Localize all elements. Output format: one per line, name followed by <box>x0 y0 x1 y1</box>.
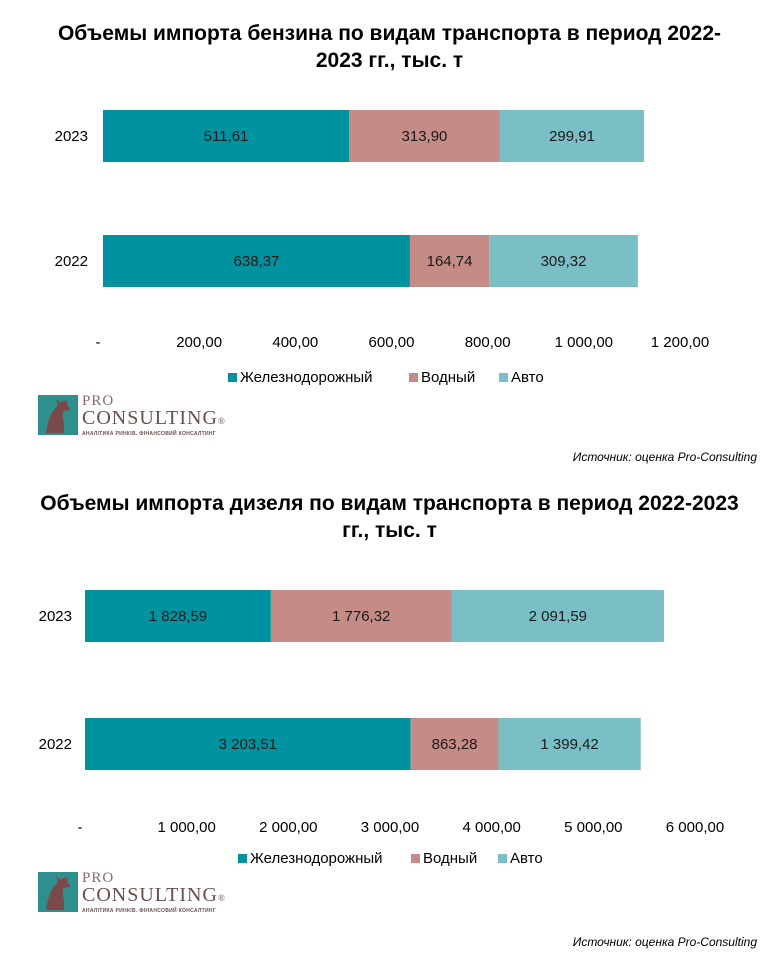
bar-2022-series-1 <box>410 718 499 770</box>
bar-2022-series-2 <box>489 235 638 287</box>
bar-2022-series-0 <box>85 718 411 770</box>
logo-registered-mark: ® <box>217 893 226 903</box>
x-tick-label-1: 1 000,00 <box>157 819 215 836</box>
logo-tagline: АНАЛІТИКА РИНКІВ. ФІНАНСОВИЙ КОНСАЛТИНГ <box>82 431 216 437</box>
x-tick-label-4: 4 000,00 <box>462 819 520 836</box>
legend-swatch-0 <box>228 373 237 382</box>
bar-label-2023-series-0: 1 828,59 <box>149 608 207 625</box>
x-tick-label-5: 5 000,00 <box>564 819 622 836</box>
bar-2022-series-2 <box>498 718 641 770</box>
legend-swatch-2 <box>498 854 507 863</box>
bar-label-2023-series-1: 313,90 <box>402 128 448 145</box>
bar-label-2022-series-2: 1 399,42 <box>540 736 598 753</box>
chart-1-title: Объемы импорта бензина по видам транспор… <box>0 20 779 74</box>
bar-label-2022-series-0: 638,37 <box>234 253 280 270</box>
horse-logo-icon <box>38 872 78 912</box>
legend-swatch-1 <box>409 373 418 382</box>
legend-label-1: Водный <box>421 369 475 386</box>
chart-2-title: Объемы импорта дизеля по видам транспорт… <box>0 490 779 544</box>
bar-2022-series-1 <box>409 235 490 287</box>
bar-2023-series-0 <box>85 590 271 642</box>
pro-consulting-logo: PRO CONSULTING® АНАЛІТИКА РИНКІВ. ФІНАНС… <box>38 393 238 439</box>
chart-1-title-line-2: 2023 гг., тыс. т <box>315 49 464 72</box>
logo-pro-text: PRO <box>82 393 115 409</box>
category-label-2022: 2022 <box>39 736 72 753</box>
category-label-2023: 2023 <box>55 128 88 145</box>
x-tick-label-5: 1 000,00 <box>555 334 613 351</box>
bar-2023-series-1 <box>348 110 500 162</box>
x-tick-label-3: 3 000,00 <box>361 819 419 836</box>
chart-1-title-line-1: Объемы импорта бензина по видам транспор… <box>57 22 722 45</box>
category-label-2022: 2022 <box>55 253 88 270</box>
logo-pro-text: PRO <box>82 870 115 886</box>
bar-label-2022-series-2: 309,32 <box>541 253 587 270</box>
bar-2023-series-0 <box>103 110 349 162</box>
legend-label-1: Водный <box>423 850 477 867</box>
chart-1-source: Источник: оценка Pro-Consulting <box>572 450 757 464</box>
diesel-import-chart: 2023 1 828,59 1 776,32 2 091,59 2022 3 203,51… <box>39 590 724 867</box>
x-tick-label-0: - <box>78 819 83 836</box>
chart-2-title-line-1: Объемы импорта дизеля по видам транспорт… <box>40 492 739 515</box>
logo-consulting-text: CONSULTING® <box>82 407 226 430</box>
x-tick-label-3: 600,00 <box>369 334 415 351</box>
bar-label-2023-series-2: 2 091,59 <box>529 608 587 625</box>
bar-2023-series-1 <box>270 590 452 642</box>
logo-consulting-word: CONSULTING <box>82 884 218 906</box>
logo-consulting-text: CONSULTING® <box>82 884 226 907</box>
legend-label-2: Авто <box>510 850 543 867</box>
x-tick-label-6: 1 200,00 <box>651 334 709 351</box>
legend-label-2: Авто <box>511 369 544 386</box>
bar-label-2023-series-2: 299,91 <box>549 128 595 145</box>
gasoline-import-chart: 2023 511,61 313,90 299,91 2022 638,37 164,74 30… <box>55 110 709 386</box>
x-tick-label-0: - <box>96 334 101 351</box>
legend-label-0: Железнодорожный <box>250 850 383 867</box>
legend-label-0: Железнодорожный <box>240 369 373 386</box>
x-tick-label-2: 400,00 <box>272 334 318 351</box>
legend-swatch-2 <box>499 373 508 382</box>
bar-label-2023-series-1: 1 776,32 <box>332 608 390 625</box>
x-tick-label-2: 2 000,00 <box>259 819 317 836</box>
x-tick-label-6: 6 000,00 <box>666 819 724 836</box>
chart-2-source: Источник: оценка Pro-Consulting <box>572 935 757 949</box>
horse-logo-icon <box>38 395 78 435</box>
x-tick-label-4: 800,00 <box>465 334 511 351</box>
x-tick-label-1: 200,00 <box>176 334 222 351</box>
bar-label-2023-series-0: 511,61 <box>204 128 249 145</box>
bar-2023-series-2 <box>499 110 645 162</box>
logo-registered-mark: ® <box>217 416 226 426</box>
legend-swatch-1 <box>411 854 420 863</box>
category-label-2023: 2023 <box>39 608 72 625</box>
bar-2023-series-2 <box>451 590 665 642</box>
bar-2022-series-0 <box>103 235 410 287</box>
pro-consulting-logo-2: PRO CONSULTING® АНАЛІТИКА РИНКІВ. ФІНАНС… <box>38 870 238 916</box>
chart-2-title-line-2: гг., тыс. т <box>342 519 437 542</box>
legend-swatch-0 <box>238 854 247 863</box>
logo-consulting-word: CONSULTING <box>82 407 218 429</box>
logo-tagline: АНАЛІТИКА РИНКІВ. ФІНАНСОВИЙ КОНСАЛТИНГ <box>82 908 216 914</box>
bar-label-2022-series-1: 863,28 <box>432 736 478 753</box>
bar-label-2022-series-1: 164,74 <box>427 253 473 270</box>
bar-label-2022-series-0: 3 203,51 <box>219 736 277 753</box>
